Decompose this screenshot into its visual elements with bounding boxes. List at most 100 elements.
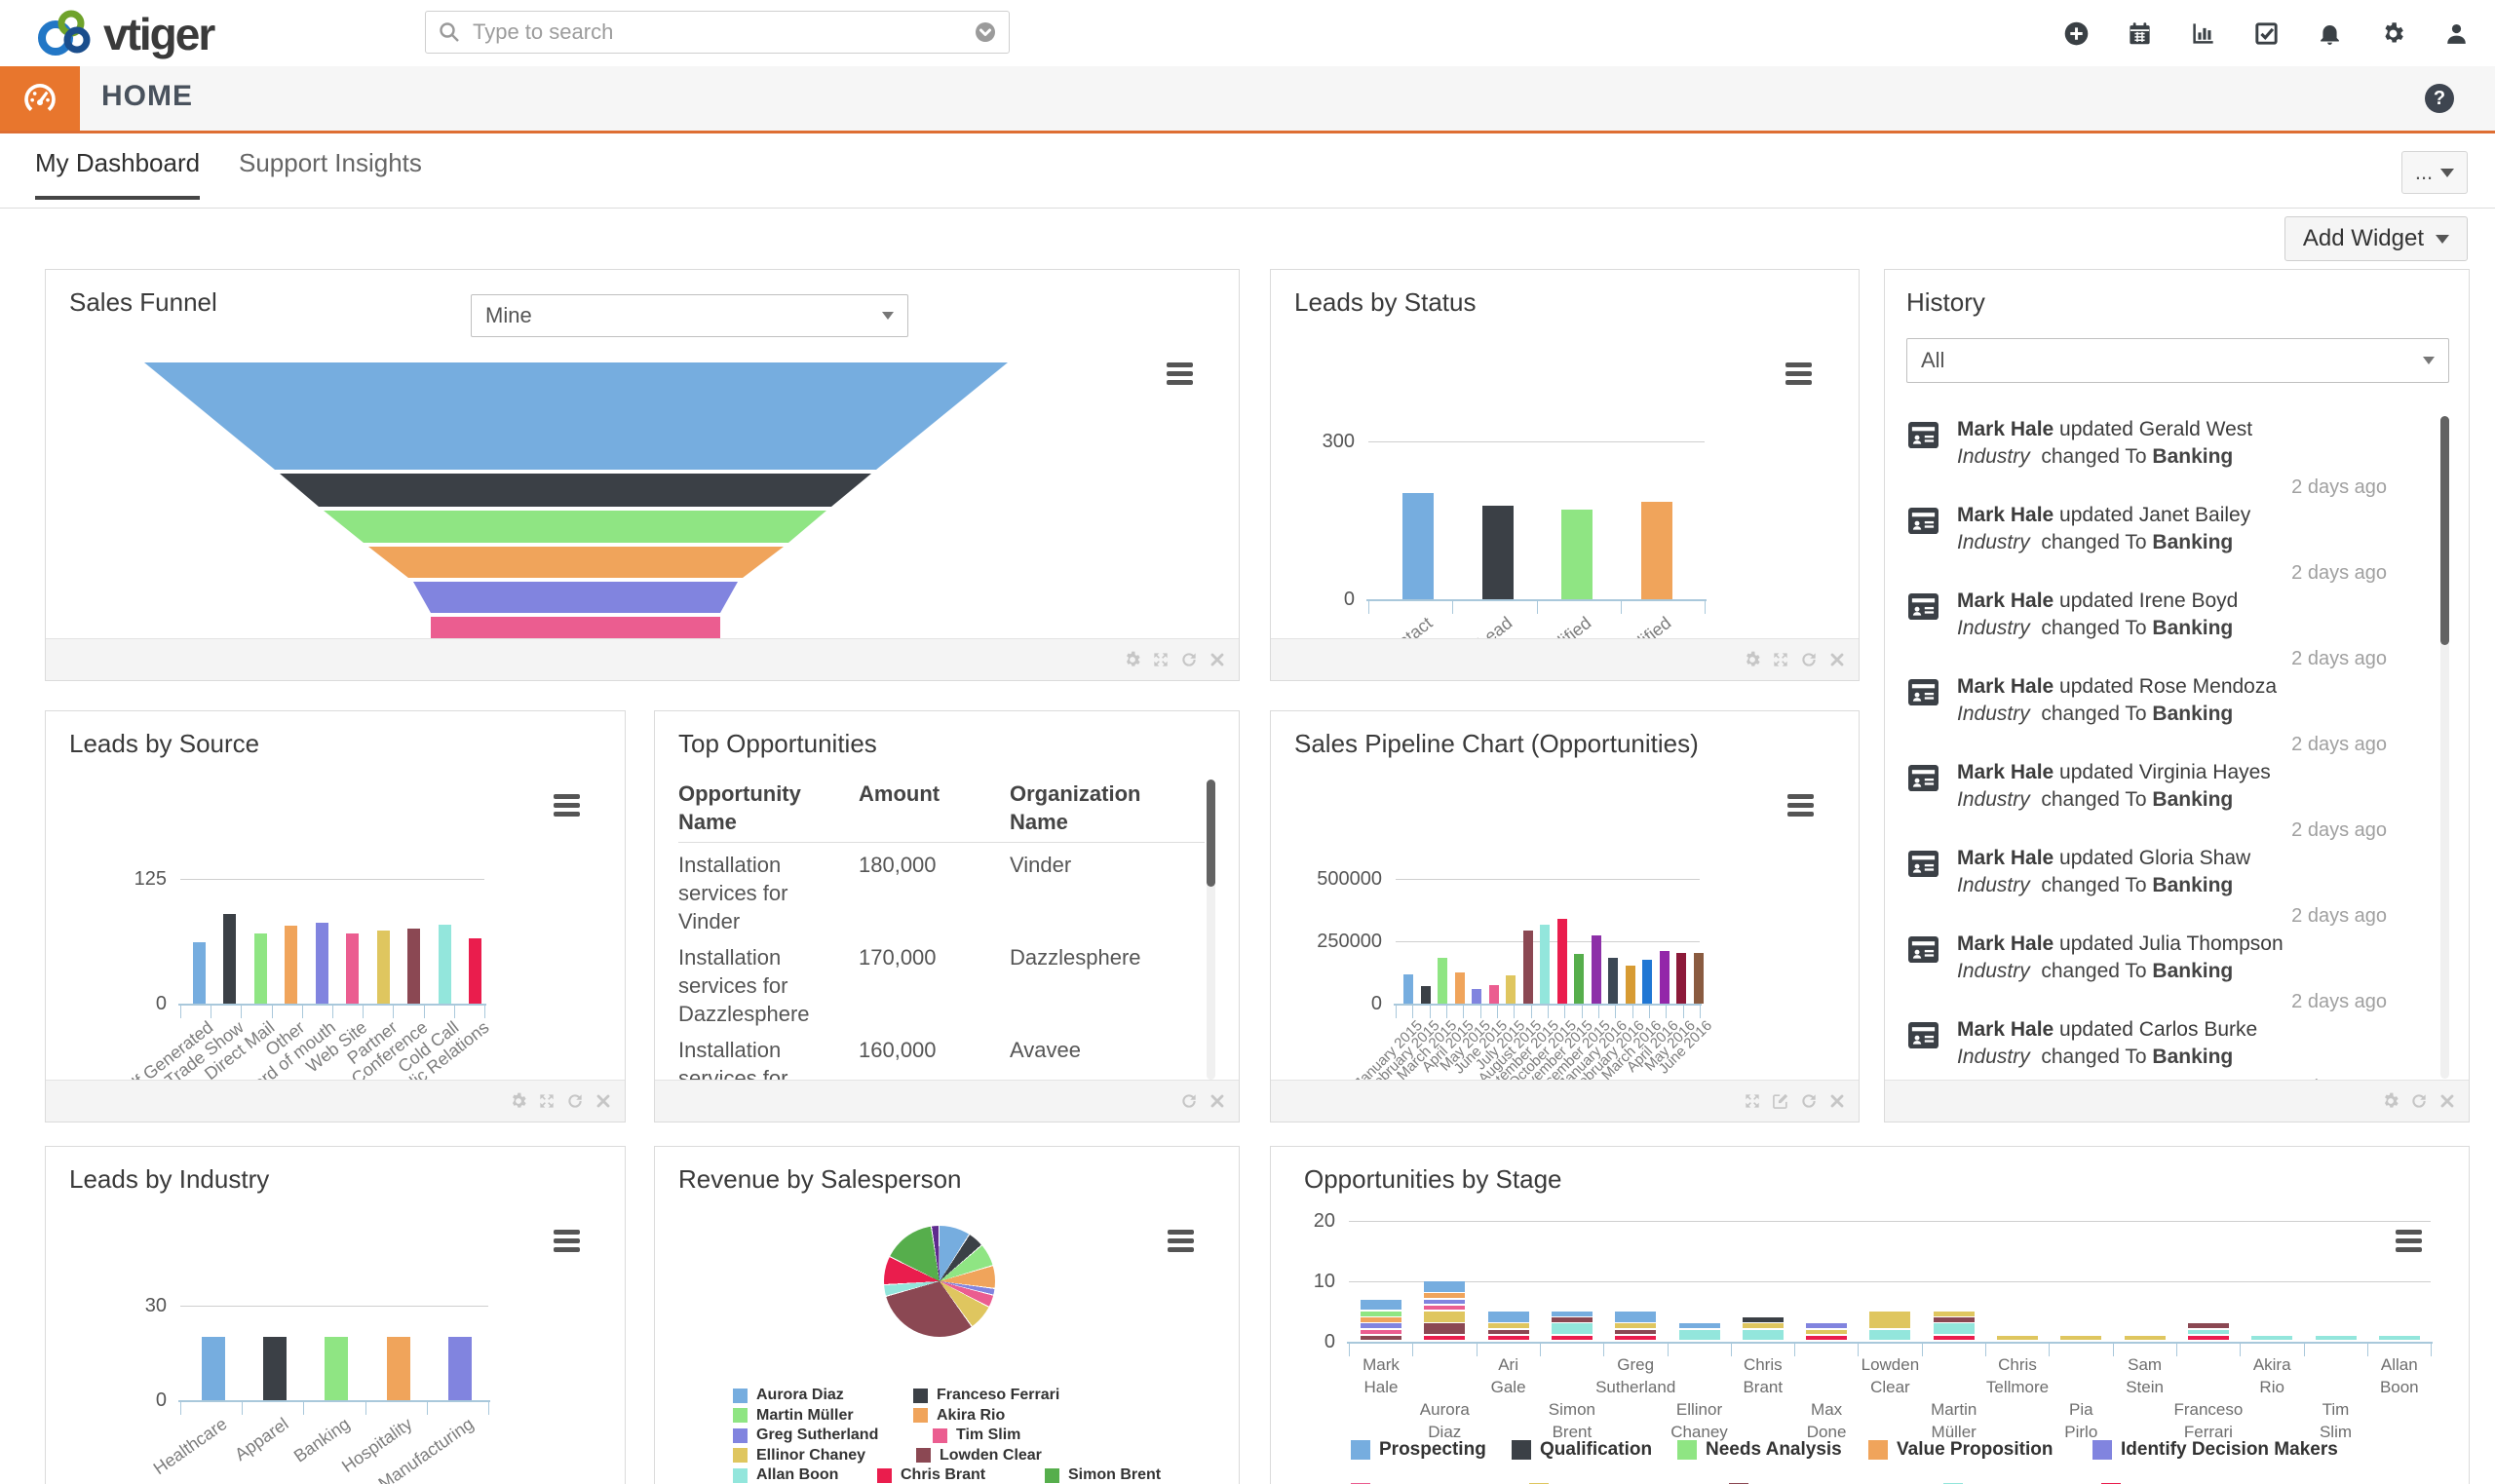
tabs-divider <box>0 208 2495 209</box>
calendar-icon[interactable] <box>2127 20 2153 47</box>
add-icon[interactable] <box>2063 20 2090 47</box>
history-line2: Industry changed To Banking <box>1957 960 2234 982</box>
history-filter-select[interactable]: All <box>1906 338 2449 383</box>
history-filter-value: All <box>1921 348 1945 372</box>
chart-bar <box>376 931 390 1004</box>
legend-item: Tim Slim <box>933 1427 1020 1444</box>
contact-card-icon <box>1908 508 1938 535</box>
chart-menu-icon[interactable] <box>1167 362 1193 385</box>
contact-card-icon <box>1908 422 1938 449</box>
refresh-icon[interactable] <box>2409 1091 2429 1111</box>
close-icon[interactable] <box>2437 1091 2457 1111</box>
widget-title: Leads by Source <box>69 729 260 758</box>
chart-bar <box>263 1337 287 1400</box>
legend-label: Proposal or Price Quote <box>1557 1482 1770 1484</box>
axis-tick <box>426 1402 428 1415</box>
stack-segment <box>1806 1329 1848 1335</box>
history-line1: Mark Hale updated Rose Mendoza <box>1957 675 2278 698</box>
chart-menu-icon[interactable] <box>2396 1230 2422 1252</box>
close-icon[interactable] <box>1827 650 1847 669</box>
dashboard-module-icon[interactable] <box>0 66 80 131</box>
axis-tick <box>1682 1006 1684 1018</box>
search-input[interactable] <box>471 19 964 46</box>
chart-menu-icon[interactable] <box>554 1230 580 1252</box>
axis-tick <box>1476 1344 1478 1356</box>
axis-tick <box>2431 1344 2433 1356</box>
funnel-segment <box>280 474 871 507</box>
y-axis-label: 20 <box>1313 1210 1335 1232</box>
chart-menu-icon[interactable] <box>554 794 580 817</box>
help-icon[interactable]: ? <box>2425 84 2454 113</box>
axis-tick <box>1598 1006 1599 1018</box>
legend-label: Negotiation or Review <box>1757 1482 1952 1484</box>
widget-leads-by-industry: Leads by Industry 0 30 Healthcare Apparel Ba… <box>45 1146 626 1484</box>
scrollbar-thumb[interactable] <box>2440 416 2449 645</box>
funnel-filter-select[interactable]: Mine <box>471 294 908 337</box>
expand-icon[interactable] <box>537 1091 557 1111</box>
chart-menu-icon[interactable] <box>1787 794 1814 817</box>
axis-tick <box>1667 1344 1669 1356</box>
vtiger-logo[interactable]: vtiger <box>35 8 215 60</box>
tasks-icon[interactable] <box>2253 20 2280 47</box>
history-timestamp: 2 days ago <box>2291 648 2387 669</box>
y-axis-label: 30 <box>144 1295 167 1316</box>
close-icon[interactable] <box>1208 1091 1227 1111</box>
reports-icon[interactable] <box>2190 20 2216 47</box>
stack-segment <box>1933 1335 1975 1341</box>
gear-icon[interactable] <box>1743 650 1762 669</box>
chart-bar <box>1506 974 1516 1004</box>
legend-label: Needs Analysis <box>1706 1439 1842 1460</box>
notifications-icon[interactable] <box>2317 20 2343 47</box>
chart-bar <box>1454 971 1465 1004</box>
stack-segment <box>2187 1329 2229 1335</box>
scrollbar-thumb[interactable] <box>1207 780 1215 887</box>
axis-tick <box>1858 1344 1860 1356</box>
chart-bar <box>1676 952 1686 1004</box>
stack-segment <box>1361 1323 1401 1329</box>
refresh-icon[interactable] <box>1179 1091 1199 1111</box>
widget-footer <box>655 1080 1239 1122</box>
refresh-icon[interactable] <box>1799 1091 1819 1111</box>
legend-label: Martin Müller <box>756 1406 854 1424</box>
gear-icon[interactable] <box>2381 1091 2400 1111</box>
legend-label: Chris Brant <box>901 1466 986 1483</box>
y-axis-label: 0 <box>1370 993 1382 1014</box>
history-timestamp: 2 days ago <box>2291 819 2387 841</box>
legend-label: Qualification <box>1540 1439 1653 1460</box>
close-icon[interactable] <box>1827 1091 1847 1111</box>
history-item: Mark Hale updated Rose Mendoza Industry c… <box>1885 675 2469 761</box>
gear-icon[interactable] <box>509 1091 528 1111</box>
axis-tick <box>1396 1006 1397 1018</box>
tab-my-dashboard[interactable]: My Dashboard <box>35 148 201 200</box>
close-icon[interactable] <box>594 1091 613 1111</box>
search-options-icon[interactable] <box>974 20 997 44</box>
scrollbar-track[interactable] <box>2440 416 2449 1079</box>
edit-icon[interactable] <box>1771 1091 1790 1111</box>
funnel-segment <box>368 547 784 578</box>
funnel-segment <box>413 582 738 613</box>
widget-top-opportunities: Top Opportunities Opportunity Name Amount… <box>654 710 1240 1123</box>
history-line2: Industry changed To Banking <box>1957 445 2234 468</box>
gear-icon[interactable] <box>1123 650 1142 669</box>
profile-icon[interactable] <box>2443 20 2470 47</box>
y-axis-label: 125 <box>134 868 167 890</box>
chart-menu-icon[interactable] <box>1168 1230 1194 1252</box>
chart-menu-icon[interactable] <box>1785 362 1812 385</box>
refresh-icon[interactable] <box>1179 650 1199 669</box>
expand-icon[interactable] <box>1151 650 1171 669</box>
stack-segment <box>2378 1335 2420 1341</box>
widget-footer <box>1885 1080 2469 1122</box>
scrollbar-track[interactable] <box>1207 780 1215 1080</box>
refresh-icon[interactable] <box>1799 650 1819 669</box>
axis-tick <box>1412 1006 1414 1018</box>
close-icon[interactable] <box>1208 650 1227 669</box>
tab-support-insights[interactable]: Support Insights <box>239 148 422 177</box>
settings-icon[interactable] <box>2380 20 2406 47</box>
add-widget-button[interactable]: Add Widget <box>2284 216 2468 261</box>
expand-icon[interactable] <box>1771 650 1790 669</box>
widget-sales-pipeline: Sales Pipeline Chart (Opportunities) 0 25… <box>1270 710 1860 1123</box>
more-options-button[interactable]: ... <box>2401 151 2468 194</box>
expand-icon[interactable] <box>1743 1091 1762 1111</box>
refresh-icon[interactable] <box>565 1091 585 1111</box>
legend-label: Tim Slim <box>956 1427 1021 1443</box>
